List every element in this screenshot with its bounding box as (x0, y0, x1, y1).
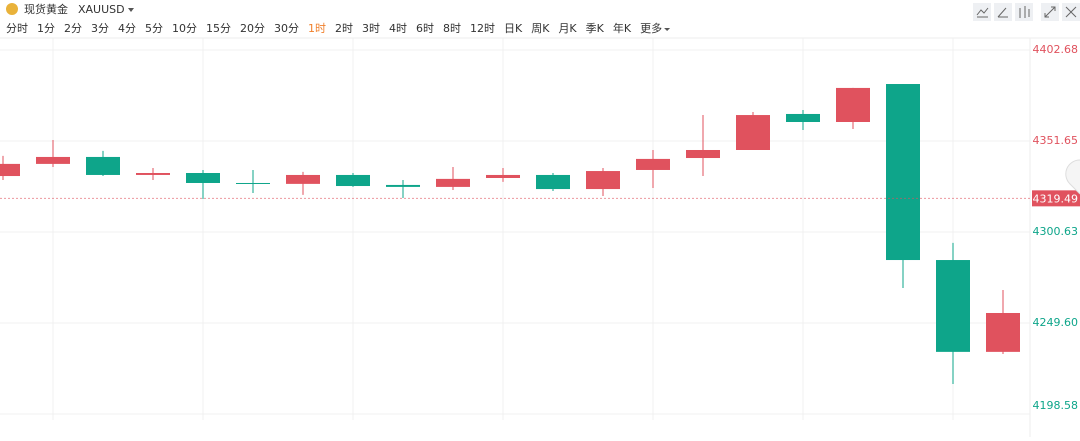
candles: 4319.49 (0, 84, 1080, 384)
icon (1065, 6, 1077, 18)
icon (1044, 6, 1056, 18)
candle-body (36, 156, 70, 164)
period-button[interactable]: 周K (531, 22, 550, 35)
period-button[interactable]: 20分 (240, 22, 265, 35)
candle-body (336, 174, 370, 187)
candle-body (636, 158, 670, 170)
y-tick-label: 4402.68 (1033, 43, 1079, 56)
vertical-grid (52, 38, 954, 420)
candle-body (136, 173, 170, 175)
period-button[interactable]: 1时 (308, 22, 326, 35)
y-axis: 4198.58 4249.60 4300.63 4351.65 4402.68 (0, 43, 1079, 415)
current-price-box (1032, 190, 1080, 207)
candle-body (386, 184, 420, 187)
period-button[interactable]: 30分 (274, 22, 299, 35)
period-button[interactable]: 季K (586, 22, 605, 35)
current-price-label: 4319.49 (1033, 192, 1079, 205)
candle-body (86, 156, 120, 175)
period-button[interactable]: 3分 (91, 22, 109, 35)
candle-body (0, 163, 20, 177)
period-button[interactable]: 分时 (6, 22, 28, 35)
candle-body (236, 182, 270, 184)
candle-body (736, 115, 770, 150)
period-button[interactable]: 月K (558, 22, 577, 35)
candle-body (486, 174, 520, 178)
candle-body (536, 174, 570, 190)
icon-button[interactable] (973, 3, 991, 21)
period-button[interactable]: 12时 (470, 22, 495, 35)
period-button[interactable]: 2时 (335, 22, 353, 35)
period-button[interactable]: 日K (504, 22, 523, 35)
period-button[interactable]: 15分 (206, 22, 231, 35)
candle-body (686, 149, 720, 159)
period-button[interactable]: 3时 (362, 22, 380, 35)
y-tick-label: 4300.63 (1033, 225, 1079, 238)
symbol[interactable]: XAUUSD (78, 3, 125, 16)
dropdown-arrow (664, 28, 671, 31)
candle-body (886, 84, 920, 261)
icon-button[interactable] (1015, 3, 1033, 21)
toolbar-icons (973, 3, 1080, 21)
candle-body (786, 113, 820, 122)
candle-body (286, 174, 320, 184)
candle-body (586, 171, 620, 190)
candle-body (186, 173, 220, 183)
candle-body (836, 87, 870, 122)
title: 现货黄金 (24, 2, 68, 16)
period-button[interactable]: 更多 (640, 21, 662, 35)
collapse-handle[interactable] (1065, 159, 1080, 195)
period-button[interactable]: 1分 (37, 22, 55, 35)
y-tick-label: 4249.60 (1033, 316, 1079, 329)
period-button[interactable]: 6时 (416, 22, 434, 35)
period-button[interactable]: 10分 (172, 22, 197, 35)
y-tick-label: 4198.58 (1033, 399, 1079, 412)
candle-body (936, 260, 970, 352)
period-button[interactable]: 5分 (145, 22, 163, 35)
y-tick-label: 4351.65 (1033, 134, 1079, 147)
period-toolbar: 分时 1分 2分 3分 4分 5分 10分 15分 20分 30分 1时 2时 3时 4时 6时 8时 12时日… (6, 21, 671, 35)
gold-icon (6, 3, 18, 15)
candle-body (436, 178, 470, 187)
dropdown-arrow[interactable] (128, 8, 134, 12)
period-button[interactable]: 年K (613, 21, 632, 35)
period-button[interactable]: 4时 (389, 22, 407, 35)
icon (1019, 6, 1030, 18)
period-button[interactable]: 4分 (118, 22, 136, 35)
icon (997, 7, 1008, 18)
period-button[interactable]: 8时 (443, 22, 461, 35)
icon (976, 7, 989, 18)
period-button[interactable]: 2分 (64, 22, 82, 35)
candle-body (986, 312, 1020, 352)
